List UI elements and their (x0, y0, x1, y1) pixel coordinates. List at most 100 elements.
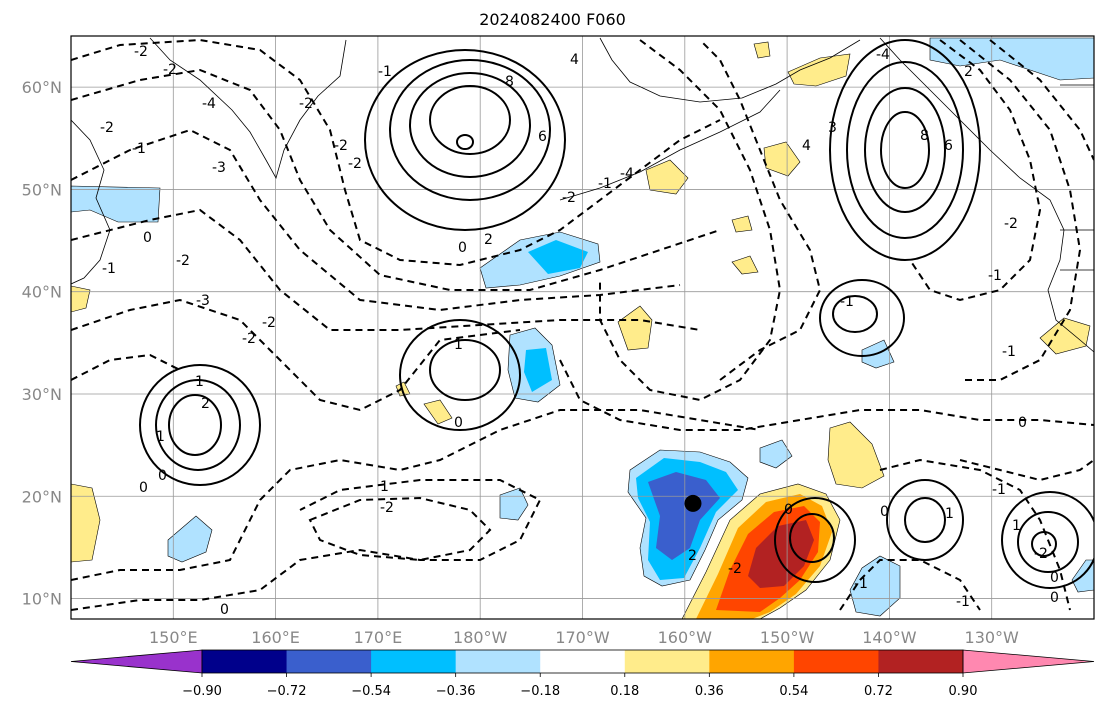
contour-solid-nw-3 (409, 72, 531, 178)
colorbar-swatch (540, 650, 626, 673)
colorbar-extend-high (962, 649, 1095, 674)
contour-dashed-18 (839, 559, 981, 611)
pos-anomaly-11 (71, 285, 91, 313)
contour-solid-mid-east (819, 279, 905, 357)
contour-label: -1 (102, 261, 116, 277)
lon-tick-label: 150°W (760, 628, 815, 647)
colorbar: −0.90 −0.72 −0.54 −0.36 −0.18 0.18 0.36 0.54 0.7… (70, 649, 1095, 699)
dashed-contours (71, 38, 1094, 611)
contour-label: -2 (348, 156, 362, 172)
contour-label: 0 (784, 502, 793, 518)
contour-label: -1 (988, 268, 1002, 284)
contour-label: 2 (484, 232, 493, 248)
contour-dashed-9 (308, 496, 492, 562)
longitude-labels: 150°E 160°E 170°E 180°W 170°W 160°W 150°W 140°W… (149, 628, 1019, 647)
contour-label: -2 (728, 561, 742, 577)
contour-solid-central-1 (399, 319, 521, 431)
contour-solid-east-2 (904, 497, 946, 543)
contour-label: -2 (163, 62, 177, 78)
contour-label: 0 (454, 415, 463, 431)
contour-dashed-14 (959, 39, 1082, 381)
contour-label: -1 (854, 576, 868, 592)
contour-solid-ne-3 (864, 87, 946, 213)
contour-dashed-11 (699, 39, 822, 381)
lon-tick-label: 150°E (149, 628, 198, 647)
contour-solid-storm-1 (774, 497, 856, 583)
contour-label: -2 (299, 96, 313, 112)
contour-dashed-12 (599, 39, 782, 402)
contour-label: -2 (1004, 216, 1018, 232)
contour-label: -2 (176, 253, 190, 269)
contour-label: 8 (920, 128, 929, 144)
lon-tick-label: 180°W (453, 628, 508, 647)
colorbar-swatch (202, 650, 288, 673)
contour-label: -1 (598, 176, 612, 192)
neg-anomaly-small-3 (759, 439, 793, 469)
contour-label: 1 (156, 429, 165, 445)
contour-dashed-16 (959, 459, 1094, 482)
contour-solid-nw-2 (389, 59, 551, 201)
contour-dashed-1 (71, 38, 721, 267)
contour-solid-nw-4 (429, 85, 511, 155)
lon-tick-label: 170°W (555, 628, 610, 647)
contour-dashed-3 (71, 128, 681, 312)
lon-tick-label: 140°W (862, 628, 917, 647)
contour-label: 1 (195, 374, 204, 390)
colorbar-tick-label: 0.36 (695, 684, 724, 699)
contour-label: 1 (380, 479, 389, 495)
contour-solid-ne-1 (829, 39, 981, 261)
contour-label: 0 (1050, 590, 1059, 606)
colorbar-swatch (709, 650, 795, 673)
contour-label: -2 (242, 331, 256, 347)
pos-anomaly-7 (731, 215, 753, 233)
colorbar-frame (201, 649, 964, 674)
contour-solid-storm-2 (789, 513, 835, 563)
pos-anomaly-10 (71, 483, 101, 563)
coastline-kamchatka (149, 37, 347, 180)
contour-label: -4 (202, 96, 216, 112)
colorbar-swatch (878, 650, 964, 673)
contour-label: -1 (1002, 344, 1016, 360)
contour-solid-ne-2 (846, 61, 964, 239)
contour-label: -2 (262, 315, 276, 331)
contour-label: -1 (840, 294, 854, 310)
coastline-alaska (599, 37, 861, 103)
contour-dashed-4 (71, 208, 701, 331)
colorbar-tick-label: −0.18 (520, 684, 560, 699)
coastline-aleutians (559, 89, 781, 201)
contour-label: 0 (1050, 570, 1059, 586)
contour-label: 2 (201, 396, 210, 412)
contour-label: -1 (992, 482, 1006, 498)
colorbar-tick-label: 0.90 (949, 684, 978, 699)
contour-label: 1 (1012, 518, 1021, 534)
lon-tick-label: 160°W (658, 628, 713, 647)
contour-dashed-7 (71, 409, 761, 581)
neg-anomaly-northwest (71, 185, 161, 223)
contours (139, 39, 1094, 589)
colorbar-swatch (624, 650, 710, 673)
contour-solid-west-2 (155, 379, 241, 471)
contour-solid-mid-east-2 (832, 295, 878, 333)
lon-tick-label: 130°W (965, 628, 1020, 647)
neg-anomaly-northeast (929, 37, 1094, 81)
contour-label: -2 (562, 190, 576, 206)
contour-dashed-17 (879, 458, 1071, 611)
contour-label: 3 (828, 120, 837, 136)
neg-anomaly-small-5 (849, 555, 901, 617)
contour-label: 4 (570, 52, 579, 68)
contour-dashed-5 (71, 298, 521, 412)
neg-anomaly-small-2 (167, 515, 213, 563)
coastlines (71, 37, 1094, 353)
contour-label: 1 (454, 337, 463, 353)
lat-tick-label: 60°N (22, 78, 62, 97)
pos-anomaly-south-core (748, 520, 814, 588)
contour-label: -3 (196, 293, 210, 309)
contour-solid-central-2 (429, 339, 501, 401)
contour-label: 0 (880, 504, 889, 520)
lat-tick-label: 30°N (22, 385, 62, 404)
contour-label: 0 (143, 230, 152, 246)
neg-anomaly-storm-core (648, 472, 720, 560)
contour-label: 0 (158, 468, 167, 484)
contour-solid-se-2 (1017, 511, 1079, 573)
contour-label: 1 (945, 506, 954, 522)
